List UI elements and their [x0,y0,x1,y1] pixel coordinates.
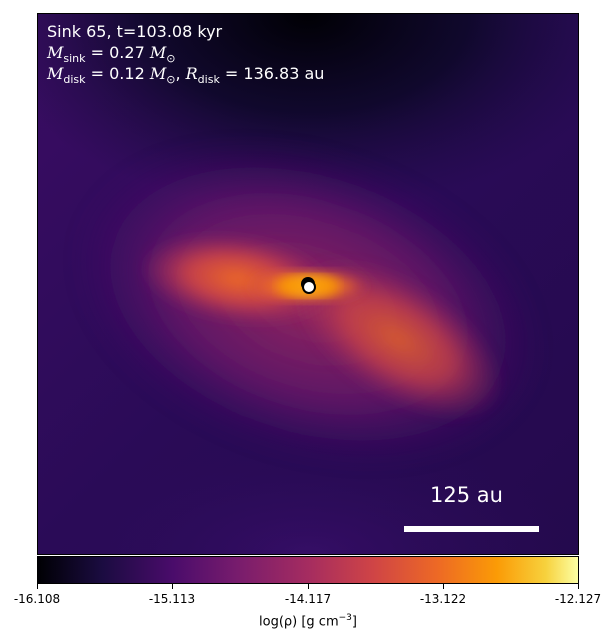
disk-annotation: Mdisk = 0.12 M⊙, Rdisk = 136.83 au [47,64,325,87]
colorbar-tick [37,584,38,589]
colorbar-tick-label: -12.127 [554,592,602,606]
colorbar-tick-label: -16.108 [13,592,61,606]
density-projection-image [37,13,579,555]
colorbar-tick [172,584,173,589]
scale-bar [404,526,539,532]
scale-bar-label: 125 au [430,483,503,507]
sink-mass-annotation: Msink = 0.27 M⊙ [47,43,176,66]
colorbar [37,556,579,584]
colorbar-tick [443,584,444,589]
colorbar-tick [308,584,309,589]
colorbar-tick-label: -13.122 [419,592,467,606]
colorbar-tick-label: -15.113 [148,592,196,606]
colorbar-label: log(ρ) [g cm−3] [259,613,357,630]
colorbar-tick [578,584,579,589]
colorbar-tick-label: -14.117 [284,592,332,606]
title-annotation: Sink 65, t=103.08 kyr [47,22,223,41]
density-map [38,14,578,554]
sink-marker-icon [301,277,316,294]
